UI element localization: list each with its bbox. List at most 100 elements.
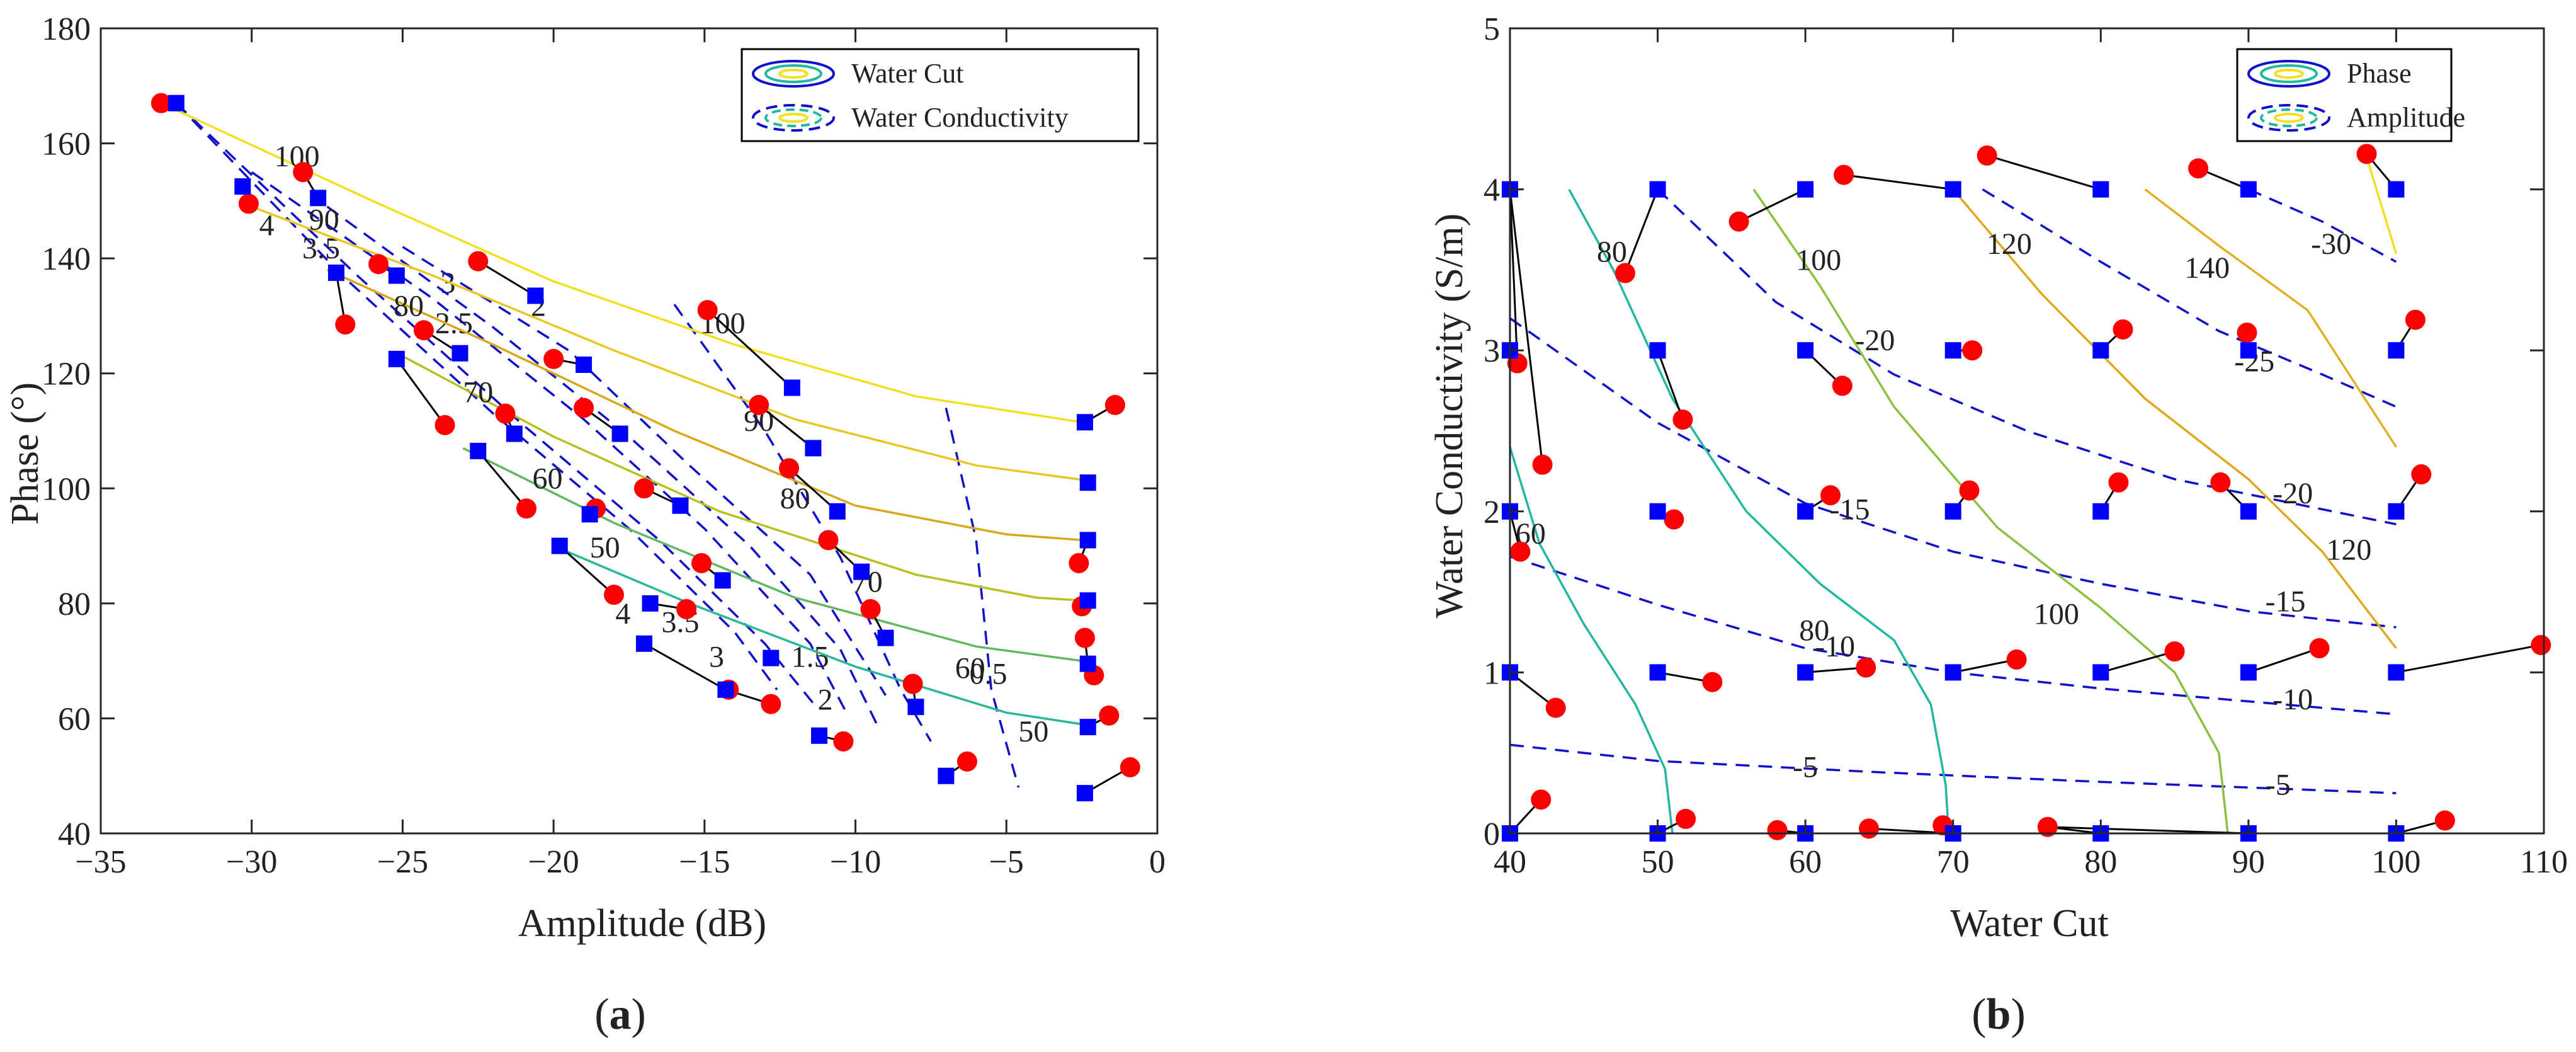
- panel-a-contours: 43.532.521.50.51009080706050100908070603…: [161, 102, 1082, 788]
- contour-label: 70: [463, 375, 493, 409]
- y-tick-label: 160: [42, 127, 91, 163]
- dashed-contour-label: -5: [1793, 751, 1818, 784]
- link-line: [2047, 826, 2249, 835]
- model-point: [388, 350, 405, 367]
- measured-point: [1510, 541, 1531, 562]
- x-tick-label: −5: [989, 844, 1024, 880]
- panel-b-xlabel: Water Cut: [1950, 902, 2109, 945]
- panel-a-legend: Water Cut Water Conductivity: [740, 48, 1140, 142]
- measured-point: [2108, 472, 2129, 493]
- model-point: [938, 767, 955, 784]
- link-line: [1657, 350, 1684, 420]
- dashed-contour-label: -15: [2266, 585, 2306, 618]
- model-point: [234, 178, 251, 195]
- dashed-contour-label: -20: [2272, 477, 2313, 510]
- x-tick-label: 40: [1494, 844, 1526, 880]
- model-point: [611, 425, 628, 442]
- panel-b-links: [1509, 153, 2541, 835]
- measured-point: [604, 585, 625, 605]
- y-tick-label: 120: [42, 357, 91, 392]
- panel-a-xlabel: Amplitude (dB): [518, 902, 766, 945]
- measured-point: [1859, 818, 1880, 839]
- link-line: [1509, 189, 1519, 363]
- measured-point: [516, 498, 536, 519]
- x-tick-label: −25: [377, 844, 428, 880]
- model-point: [470, 442, 487, 459]
- x-tick-label: 70: [1937, 844, 1970, 880]
- solid-contour-100: [161, 102, 1082, 424]
- measured-point: [2411, 464, 2432, 485]
- measured-point: [2531, 634, 2551, 655]
- measured-point: [2405, 309, 2426, 330]
- measured-point: [574, 397, 594, 418]
- y-tick-label: 1: [1484, 655, 1500, 691]
- measured-point: [1664, 509, 1684, 530]
- model-point: [1649, 342, 1666, 359]
- dashed-contour-4: [175, 102, 778, 690]
- solid-contour-90: [251, 205, 1082, 481]
- dashed-contour-label: -10: [1815, 630, 1855, 663]
- model-point: [1944, 664, 1961, 681]
- dashed-contour-2: [402, 246, 887, 696]
- contour-label: 50: [590, 531, 620, 564]
- measured-point: [1832, 375, 1853, 396]
- legend-amplitude-label: Amplitude: [2347, 102, 2465, 133]
- dashed-contour-0.5: [945, 408, 1020, 788]
- x-tick-label: 100: [2371, 844, 2420, 880]
- model-point: [1649, 664, 1666, 681]
- contour-label: 120: [2326, 533, 2371, 566]
- measured-point: [2164, 641, 2185, 662]
- y-tick-label: 4: [1484, 173, 1500, 209]
- measured-point: [1104, 394, 1125, 415]
- model-point: [527, 287, 544, 304]
- y-tick-label: 100: [42, 471, 91, 507]
- dashed-contour-label: 3.5: [302, 232, 340, 265]
- measured-point: [368, 254, 389, 275]
- contour-label: 3: [709, 640, 724, 673]
- measured-point: [2037, 816, 2058, 837]
- plot-frame: [99, 27, 1159, 835]
- model-point: [642, 595, 659, 612]
- legend-phase-label: Phase: [2347, 58, 2412, 89]
- solid-contour-label: 120: [1987, 227, 2032, 261]
- panel-b-legend: Phase Amplitude: [2236, 48, 2465, 142]
- x-tick-label: −20: [528, 844, 579, 880]
- panel-a-axes: −35 −30 −25 −20 −15 −10 −5 0 40 60 80 100 120 140 160 1…: [42, 11, 1166, 880]
- measured-point: [2356, 144, 2377, 164]
- legend-water-conductivity-swatch: [752, 104, 835, 132]
- model-point: [877, 629, 894, 646]
- link-line: [1843, 174, 1953, 191]
- link-line: [2396, 644, 2541, 673]
- model-point: [783, 379, 800, 396]
- y-tick-label: 3: [1484, 333, 1500, 369]
- dashed-contour-label: -30: [2311, 227, 2351, 261]
- link-line: [395, 358, 446, 426]
- model-point: [2388, 342, 2405, 359]
- panel-a-chart: 43.532.521.50.51009080706050100908070603…: [4, 11, 1166, 945]
- measured-point: [434, 415, 455, 435]
- measured-point: [1074, 627, 1095, 648]
- y-tick-label: 40: [58, 816, 91, 852]
- model-point: [717, 681, 734, 698]
- measured-point: [833, 731, 854, 752]
- link-line: [2248, 647, 2320, 673]
- dashed-contour--25: [1982, 188, 2397, 408]
- measured-point: [1834, 164, 1854, 185]
- link-line: [758, 404, 814, 449]
- measured-point: [2188, 158, 2209, 179]
- model-point: [829, 503, 846, 520]
- solid-contour-label: 50: [1018, 715, 1048, 748]
- panel-b-axes: 40 50 60 70 80 90 100 110 0 1 2 3 4 5: [1484, 11, 2568, 880]
- dashed-contour-1.5: [673, 304, 932, 742]
- caption-b: (b): [1972, 990, 2026, 1039]
- model-point: [1944, 181, 1961, 198]
- solid-contour-120: [1952, 188, 2397, 649]
- model-point: [672, 497, 689, 514]
- link-line: [1987, 154, 2101, 191]
- measured-point: [293, 162, 314, 183]
- dashed-contour--20: [1657, 188, 2397, 525]
- y-tick-label: 180: [42, 11, 91, 47]
- measured-point: [150, 93, 171, 113]
